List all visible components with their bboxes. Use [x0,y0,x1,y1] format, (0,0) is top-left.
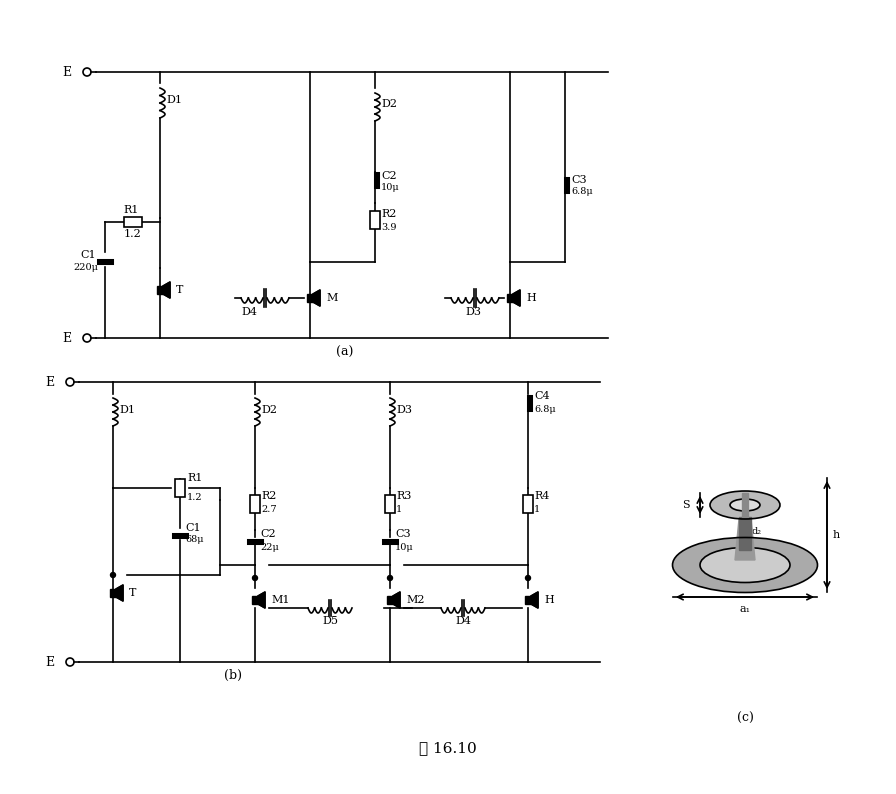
Circle shape [525,576,530,580]
Text: C4: C4 [534,391,549,401]
Polygon shape [387,596,393,604]
Text: C2: C2 [381,171,397,181]
Text: D3: D3 [396,405,412,415]
Polygon shape [116,585,123,601]
Text: (a): (a) [336,345,354,359]
Text: C1: C1 [80,250,96,260]
Text: 68μ: 68μ [185,535,203,545]
Bar [250,495,260,513]
Text: D2: D2 [261,405,277,415]
Text: M2: M2 [406,595,425,605]
Text: H: H [544,595,554,605]
Text: E: E [45,376,54,388]
Text: 1: 1 [396,504,402,514]
Text: D1: D1 [166,95,182,105]
Polygon shape [513,290,520,306]
Text: C2: C2 [260,529,276,539]
Text: R4: R4 [534,491,549,501]
Text: D1: D1 [119,405,135,415]
Text: 2.7: 2.7 [261,504,277,514]
Polygon shape [163,282,170,298]
Text: 220μ: 220μ [73,264,98,272]
Polygon shape [157,286,163,294]
Text: D4: D4 [241,307,257,317]
Text: C1: C1 [185,523,201,533]
Circle shape [253,576,257,580]
Text: D5: D5 [322,616,338,626]
Bar [175,479,185,497]
Text: h: h [833,530,840,540]
Text: E: E [45,656,54,669]
Text: R2: R2 [381,209,396,219]
Circle shape [110,572,116,577]
Ellipse shape [710,491,780,519]
Text: E: E [62,332,71,345]
Polygon shape [531,592,538,608]
Text: H: H [526,293,536,303]
Text: M1: M1 [271,595,289,605]
Text: 1.2: 1.2 [124,229,142,239]
Text: 图 16.10: 图 16.10 [419,741,477,755]
Text: E: E [62,65,71,79]
Bar [385,495,395,513]
Polygon shape [313,290,320,306]
Text: (b): (b) [223,669,242,681]
Text: 6.8μ: 6.8μ [534,404,556,414]
Text: 6.8μ: 6.8μ [571,187,592,196]
Polygon shape [739,517,751,550]
Circle shape [387,576,392,580]
Text: d₂: d₂ [752,526,762,535]
Text: T: T [176,285,184,295]
Polygon shape [507,294,513,302]
Polygon shape [525,596,531,604]
Text: 22μ: 22μ [260,542,279,552]
Text: 10μ: 10μ [395,542,414,552]
Text: T: T [129,588,136,598]
Text: a₁: a₁ [739,604,751,614]
Polygon shape [393,592,400,608]
Polygon shape [252,596,258,604]
Text: S: S [682,500,690,510]
Text: (c): (c) [737,711,754,724]
Text: M: M [326,293,338,303]
Text: C3: C3 [395,529,410,539]
Bar [370,211,380,229]
Text: 1: 1 [534,504,540,514]
Polygon shape [258,592,265,608]
Bar [124,217,142,227]
Polygon shape [735,519,755,560]
Text: D3: D3 [465,307,481,317]
Text: D2: D2 [381,99,397,109]
Polygon shape [742,493,748,517]
Ellipse shape [700,548,790,583]
Polygon shape [307,294,313,302]
Bar [523,495,533,513]
Text: R1: R1 [124,205,139,215]
Ellipse shape [730,499,760,511]
Polygon shape [110,589,116,597]
Text: 10μ: 10μ [381,183,400,191]
Text: D4: D4 [455,616,471,626]
Text: 1.2: 1.2 [187,492,202,502]
Text: R3: R3 [396,491,411,501]
Text: R2: R2 [261,491,276,501]
Text: C3: C3 [571,175,587,185]
Text: R1: R1 [187,473,202,483]
Ellipse shape [673,538,817,592]
Text: 3.9: 3.9 [381,222,397,232]
